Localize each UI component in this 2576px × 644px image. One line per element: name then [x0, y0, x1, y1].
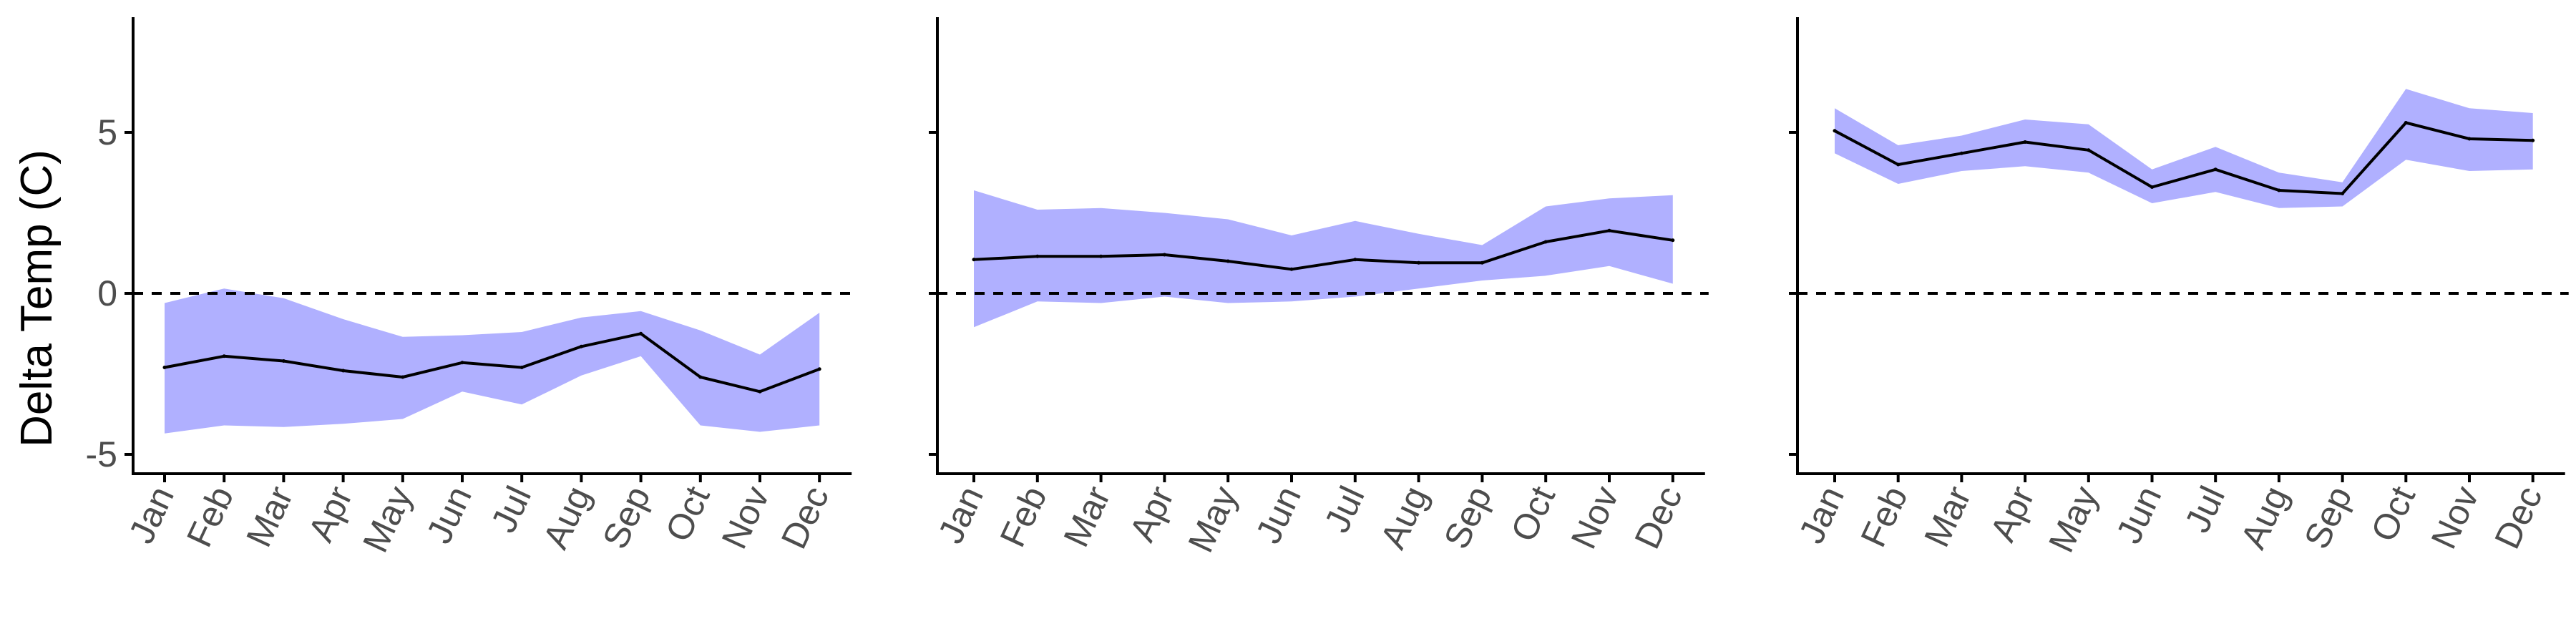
data-point-aug [2277, 188, 2281, 192]
x-tick-label-feb: Feb [179, 480, 241, 553]
x-tick-label-mar: Mar [238, 480, 301, 553]
data-point-jul [1353, 258, 1357, 262]
x-tick-label-oct: Oct [1503, 480, 1563, 547]
x-tick-label-oct: Oct [2363, 480, 2424, 547]
data-point-oct [2404, 121, 2408, 125]
x-tick-label-sep: Sep [1436, 480, 1499, 555]
data-point-apr [1162, 253, 1166, 257]
data-point-feb [1896, 162, 1901, 167]
data-point-aug [579, 344, 583, 348]
data-point-jan [162, 366, 167, 369]
x-tick-label-jun: Jun [419, 480, 479, 550]
data-point-may [2087, 148, 2091, 152]
data-point-jan [972, 258, 976, 262]
y-tick-label: -5 [86, 434, 117, 474]
x-tick-label-may: May [1180, 480, 1245, 558]
data-point-dec [817, 367, 821, 371]
x-tick-label-jul: Jul [2177, 480, 2233, 539]
x-tick-label-may: May [2041, 480, 2106, 558]
mean-line [164, 332, 820, 394]
x-tick-label-aug: Aug [535, 480, 598, 555]
x-tick-label-jun: Jun [2109, 480, 2170, 550]
data-point-mar [1959, 151, 1963, 155]
x-tick-label-oct: Oct [658, 480, 718, 547]
data-point-jun [460, 361, 464, 365]
x-tick-label-dec: Dec [2487, 480, 2550, 555]
data-point-jan [1833, 129, 1837, 133]
confidence-band [165, 288, 820, 434]
y-tick-label: 5 [97, 112, 117, 152]
data-point-oct [698, 375, 703, 379]
x-tick-label-jul: Jul [1317, 480, 1372, 539]
data-point-mar [281, 359, 286, 363]
x-tick-label-mar: Mar [1916, 480, 1979, 553]
x-tick-label-feb: Feb [1853, 480, 1915, 553]
data-point-apr [341, 369, 346, 373]
y-axis-title: Delta Temp (C) [12, 150, 62, 447]
x-tick-label-jul: Jul [483, 480, 539, 539]
x-tick-label-sep: Sep [2296, 480, 2359, 555]
data-point-apr [2023, 140, 2027, 144]
data-point-mar [1099, 254, 1103, 258]
data-point-aug [1417, 260, 1421, 265]
data-point-nov [2467, 137, 2472, 141]
data-point-jul [2213, 167, 2218, 172]
data-point-oct [1543, 240, 1548, 244]
x-tick-label-jun: Jun [1248, 480, 1309, 550]
data-point-feb [222, 354, 226, 358]
confidence-band [1835, 89, 2533, 208]
x-tick-label-feb: Feb [992, 480, 1055, 553]
data-point-jun [2150, 185, 2154, 189]
data-point-sep [2341, 192, 2345, 195]
data-point-dec [1671, 238, 1675, 243]
data-point-nov [758, 389, 762, 394]
data-point-feb [1035, 254, 1040, 258]
data-point-may [401, 375, 405, 379]
x-tick-label-may: May [355, 480, 420, 558]
data-point-sep [639, 331, 643, 336]
data-point-jun [1289, 267, 1294, 271]
x-tick-label-jan: Jan [121, 480, 182, 550]
data-point-nov [1607, 228, 1611, 233]
x-tick-label-dec: Dec [1626, 480, 1689, 555]
x-tick-label-aug: Aug [2233, 480, 2296, 555]
data-point-may [1226, 259, 1230, 263]
x-tick-label-mar: Mar [1055, 480, 1118, 553]
data-point-jul [519, 366, 524, 369]
x-tick-label-nov: Nov [1563, 480, 1626, 555]
x-tick-label-sep: Sep [595, 480, 658, 555]
data-point-dec [2531, 138, 2535, 142]
x-tick-label-dec: Dec [774, 480, 836, 555]
x-tick-label-nov: Nov [714, 480, 777, 555]
x-tick-label-aug: Aug [1372, 480, 1435, 555]
mean-line [1834, 121, 2533, 195]
x-tick-label-nov: Nov [2424, 480, 2487, 555]
x-tick-label-apr: Apr [1982, 480, 2042, 547]
confidence-band [974, 190, 1673, 328]
data-point-sep [1480, 260, 1484, 265]
x-tick-label-apr: Apr [1122, 480, 1182, 547]
x-tick-label-jan: Jan [930, 480, 991, 550]
y-tick-label: 0 [97, 273, 117, 313]
mean-line [973, 229, 1674, 271]
x-tick-label-jan: Jan [1791, 480, 1852, 550]
x-tick-label-apr: Apr [301, 480, 361, 547]
